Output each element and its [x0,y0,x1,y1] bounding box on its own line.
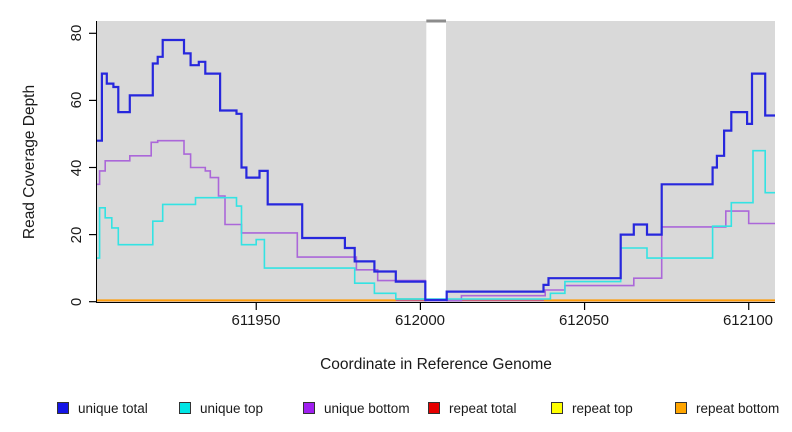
x-tick-label-612100: 612100 [722,312,774,329]
y-tick-label-40: 40 [68,159,85,176]
legend-swatch-unique-total [57,402,69,414]
x-tick-label-612050: 612050 [558,312,610,329]
legend-item-repeat-top: repeat top [551,399,633,417]
legend-swatch-repeat-bottom [675,402,687,414]
legend-label: repeat bottom [696,400,780,416]
legend-swatch-repeat-top [551,402,563,414]
x-tick-label-612000: 612000 [394,312,446,329]
legend-swatch-unique-bottom [303,402,315,414]
y-tick-label-80: 80 [68,24,85,42]
legend-item-unique-bottom: unique bottom [303,399,410,417]
legend-item-unique-top: unique top [179,399,263,417]
legend-swatch-repeat-total [428,402,440,414]
legend-item-repeat-total: repeat total [428,399,517,417]
y-tick-label-0: 0 [68,297,85,306]
legend-label: unique total [78,400,148,416]
legend-item-unique-total: unique total [57,399,148,417]
legend-label: unique top [200,400,264,416]
legend-swatch-unique-top [179,402,191,414]
x-tick-label-611950: 611950 [231,312,281,329]
legend-label: repeat top [572,400,633,416]
legend-item-repeat-bottom: repeat bottom [675,399,779,417]
legend-label: unique bottom [324,400,410,416]
y-tick-label-60: 60 [68,92,85,109]
x-axis-title: Coordinate in Reference Genome [320,356,552,373]
y-tick-label-20: 20 [68,226,85,243]
legend-label: repeat total [449,400,517,416]
y-axis-title: Read Coverage Depth [21,84,38,240]
